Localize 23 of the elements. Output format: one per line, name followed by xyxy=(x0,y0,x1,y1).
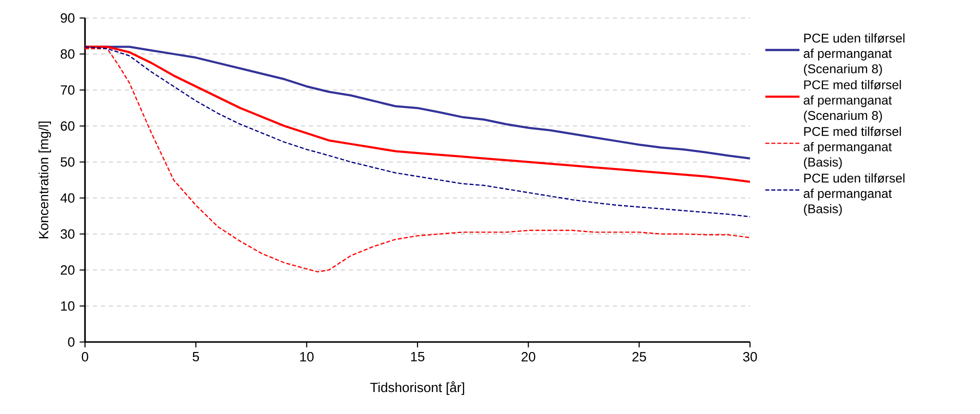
y-tick-label: 10 xyxy=(61,301,74,311)
x-tick-label: 5 xyxy=(192,352,199,362)
y-tick-label: 50 xyxy=(60,157,74,167)
y-tick-label: 0 xyxy=(68,337,74,347)
y-axis-title: Koncentration [mg/l] xyxy=(38,122,51,238)
y-tick-label: 70 xyxy=(60,85,74,95)
y-tick-label: 40 xyxy=(60,193,74,203)
legend-label: PCE uden tilførsel af permanganat (Scenarium 8) xyxy=(804,33,904,76)
x-tick-label: 25 xyxy=(632,352,646,362)
legend-label: PCE uden tilførsel af permanganat (Basis) xyxy=(804,173,904,216)
x-tick-label: 20 xyxy=(522,352,536,362)
legend-label: PCE med tilførsel af permanganat (Basis) xyxy=(804,126,901,170)
y-tick-label: 60 xyxy=(60,121,74,131)
y-tick-label: 30 xyxy=(60,229,74,239)
x-tick-label: 0 xyxy=(82,352,88,362)
x-axis-title: Tidshorisont [år] xyxy=(370,381,464,395)
x-tick-label: 30 xyxy=(743,352,757,362)
x-tick-label: 10 xyxy=(300,352,314,362)
legend-label: PCE med tilførsel af permanganat (Scenarium 8) xyxy=(804,80,901,122)
y-tick-label: 20 xyxy=(60,265,74,275)
y-tick-label: 90 xyxy=(60,13,74,23)
y-tick-label: 80 xyxy=(60,49,74,59)
x-tick-label: 15 xyxy=(411,352,424,362)
